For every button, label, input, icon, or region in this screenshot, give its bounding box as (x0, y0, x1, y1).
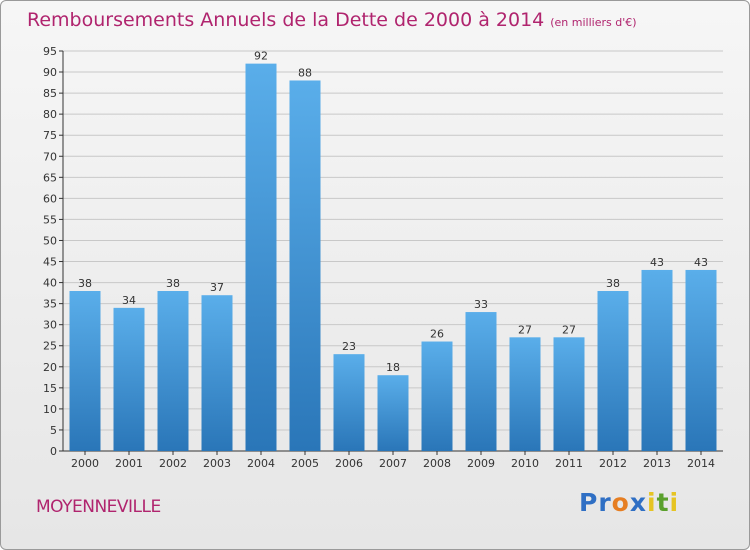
bar-value-label: 92 (254, 50, 268, 63)
bar-value-label: 33 (474, 298, 488, 311)
bar (509, 337, 541, 451)
x-tick-label: 2002 (159, 457, 187, 470)
x-tick-label: 2010 (511, 457, 539, 470)
y-tick-label: 65 (43, 171, 57, 184)
x-tick-label: 2006 (335, 457, 363, 470)
y-tick-label: 60 (43, 192, 57, 205)
y-tick-label: 15 (43, 382, 57, 395)
x-tick-label: 2009 (467, 457, 495, 470)
bar-value-label: 27 (562, 323, 576, 336)
y-tick-label: 10 (43, 403, 57, 416)
y-tick-label: 25 (43, 340, 57, 353)
bar (553, 337, 585, 451)
x-tick-label: 2003 (203, 457, 231, 470)
y-tick-label: 20 (43, 361, 57, 374)
y-tick-label: 30 (43, 319, 57, 332)
x-tick-label: 2004 (247, 457, 275, 470)
bar (289, 80, 321, 451)
chart-title: Remboursements Annuels de la Dette de 20… (27, 9, 637, 31)
bar (685, 269, 717, 451)
bar-value-label: 27 (518, 323, 532, 336)
bar-value-label: 23 (342, 340, 356, 353)
chart-title-text: Remboursements Annuels de la Dette de 20… (27, 9, 545, 31)
logo-letter: i (647, 488, 657, 517)
bar (377, 375, 409, 451)
x-tick-label: 2005 (291, 457, 319, 470)
y-tick-label: 75 (43, 129, 57, 142)
bar-value-label: 34 (122, 294, 136, 307)
logo-letter: P (579, 488, 599, 517)
bar (465, 312, 497, 451)
x-tick-label: 2000 (71, 457, 99, 470)
logo-letter: r (598, 488, 612, 517)
bar (333, 354, 365, 451)
chart-subtitle: (en milliers d'€) (550, 16, 637, 29)
y-tick-label: 70 (43, 150, 57, 163)
x-tick-label: 2014 (687, 457, 715, 470)
x-tick-label: 2008 (423, 457, 451, 470)
y-tick-label: 0 (50, 445, 57, 458)
y-tick-label: 55 (43, 213, 57, 226)
bar (69, 291, 101, 451)
bar-value-label: 38 (78, 277, 92, 290)
y-tick-label: 80 (43, 108, 57, 121)
bar (201, 295, 233, 451)
bar (245, 63, 277, 451)
bar-value-label: 18 (386, 361, 400, 374)
bar-value-label: 43 (694, 256, 708, 269)
bar-value-label: 43 (650, 256, 664, 269)
x-tick-label: 2011 (555, 457, 583, 470)
y-tick-label: 95 (43, 45, 57, 58)
bar-value-label: 26 (430, 328, 444, 341)
logo-letter: i (669, 488, 680, 517)
y-tick-label: 5 (50, 424, 57, 437)
proxiti-logo: Proxiti (579, 488, 679, 517)
y-tick-label: 45 (43, 256, 57, 269)
bar (421, 341, 453, 451)
logo-letter: x (629, 488, 647, 517)
logo-letter: o (611, 488, 630, 517)
x-tick-label: 2001 (115, 457, 143, 470)
y-tick-label: 35 (43, 298, 57, 311)
bar (641, 269, 673, 451)
commune-name: MOYENNEVILLE (36, 497, 161, 517)
y-tick-label: 85 (43, 87, 57, 100)
y-tick-label: 40 (43, 277, 57, 290)
bar-value-label: 38 (606, 277, 620, 290)
bar (113, 307, 145, 451)
bar (157, 291, 189, 451)
x-tick-label: 2013 (643, 457, 671, 470)
bar-value-label: 88 (298, 66, 312, 79)
bar-value-label: 37 (210, 281, 224, 294)
y-tick-label: 90 (43, 66, 57, 79)
x-tick-label: 2012 (599, 457, 627, 470)
bar-value-label: 38 (166, 277, 180, 290)
y-tick-label: 50 (43, 234, 57, 247)
logo-letter: t (656, 488, 670, 517)
x-tick-label: 2007 (379, 457, 407, 470)
bar (597, 291, 629, 451)
